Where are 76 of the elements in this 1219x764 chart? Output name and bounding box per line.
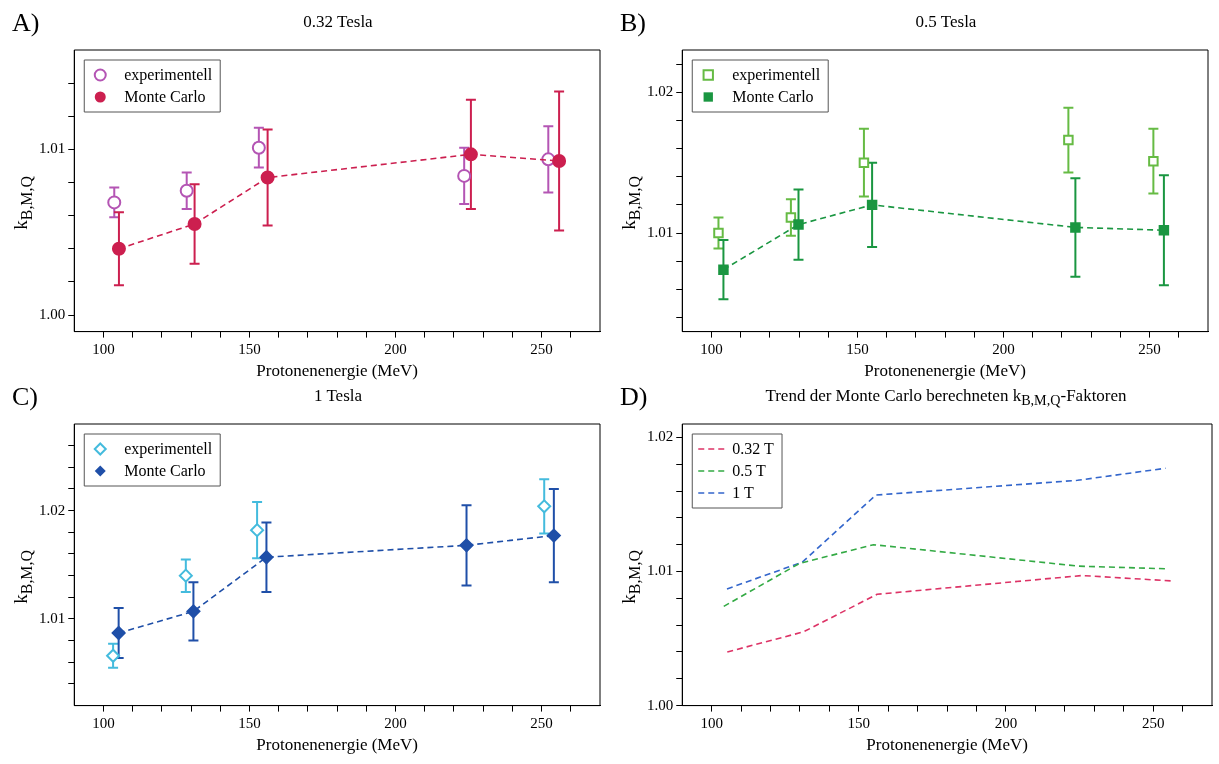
point — [785, 212, 797, 223]
x-tick-label: 100 — [92, 340, 115, 357]
x-tick-label: 200 — [992, 340, 1015, 357]
legend-label: Monte Carlo — [732, 88, 814, 106]
point — [459, 538, 474, 553]
x-tick-label: 150 — [238, 714, 261, 731]
point — [250, 523, 265, 538]
point — [111, 626, 126, 641]
point — [106, 648, 121, 663]
legend-label: experimentell — [124, 66, 213, 85]
line-series — [726, 574, 1172, 653]
x-tick-label: 250 — [1138, 340, 1161, 357]
legend-label: experimentell — [732, 66, 821, 85]
y-tick-label: 1.02 — [647, 83, 674, 100]
chart-title: 1 Tesla — [312, 386, 364, 406]
y-tick-label: 1.02 — [647, 428, 674, 445]
point — [107, 195, 122, 210]
point — [251, 140, 266, 155]
point — [552, 153, 567, 168]
point — [463, 147, 478, 162]
x-tick-label: 100 — [92, 714, 115, 731]
x-tick-label: 250 — [1141, 714, 1165, 731]
point — [1158, 224, 1170, 236]
x-axis-title: Protonenenergie (MeV) — [256, 735, 418, 755]
point — [1070, 222, 1081, 233]
y-tick-label: 1.01 — [647, 562, 674, 579]
x-tick-label: 200 — [384, 340, 407, 357]
chart-title: 0.5 Tesla — [914, 12, 978, 32]
point — [546, 528, 561, 543]
x-tick-label: 150 — [238, 340, 261, 357]
x-tick-label: 100 — [700, 340, 723, 357]
x-tick-label: 250 — [530, 714, 553, 731]
point — [537, 499, 552, 514]
legend-label: Monte Carlo — [124, 88, 206, 106]
y-tick-label: 1.01 — [39, 140, 66, 157]
x-tick-label: 150 — [847, 714, 871, 731]
point — [713, 227, 724, 239]
point — [1148, 155, 1159, 167]
x-tick-label: 200 — [384, 714, 407, 731]
point — [866, 199, 878, 211]
legend-label: Monte Carlo — [124, 462, 206, 480]
x-tick-label: 200 — [994, 714, 1018, 731]
chart-title: Trend der Monte Carlo berechneten k$_{B,M,Q}$-Faktoren — [764, 386, 1128, 410]
y-tick-label: 1.01 — [39, 609, 66, 626]
legend-label: 1 T — [732, 484, 754, 502]
y-tick-label: 1.00 — [647, 696, 674, 713]
chart-title: 0.32 Tesla — [302, 12, 374, 32]
text: D) — [620, 382, 648, 412]
point — [260, 170, 275, 185]
y-tick-label: 1.01 — [647, 223, 674, 240]
x-axis-title: Protonenenergie (MeV) — [864, 361, 1026, 381]
line-series — [726, 467, 1167, 590]
point — [111, 241, 126, 256]
point — [457, 168, 472, 183]
point — [178, 568, 193, 583]
y-tick-label: 1.00 — [39, 305, 66, 322]
y-tick-label: 1.02 — [39, 501, 66, 518]
point — [1063, 134, 1074, 146]
legend-label: 0.32 T — [732, 440, 774, 458]
text: A) — [12, 8, 40, 38]
text: B) — [620, 8, 646, 38]
legend-label: experimentell — [124, 440, 213, 459]
point — [187, 216, 202, 231]
point — [259, 550, 274, 565]
point — [186, 604, 201, 619]
text: C) — [12, 382, 38, 412]
point — [718, 264, 729, 275]
x-tick-label: 250 — [530, 340, 553, 357]
x-tick-label: 150 — [846, 340, 869, 357]
x-tick-label: 100 — [700, 714, 723, 731]
point — [179, 183, 194, 198]
legend-label: 0.5 T — [732, 462, 766, 480]
point — [793, 219, 804, 230]
x-axis-title: Protonenenergie (MeV) — [256, 361, 418, 381]
point — [858, 157, 870, 168]
x-axis-title: Protonenenergie (MeV) — [866, 735, 1028, 755]
